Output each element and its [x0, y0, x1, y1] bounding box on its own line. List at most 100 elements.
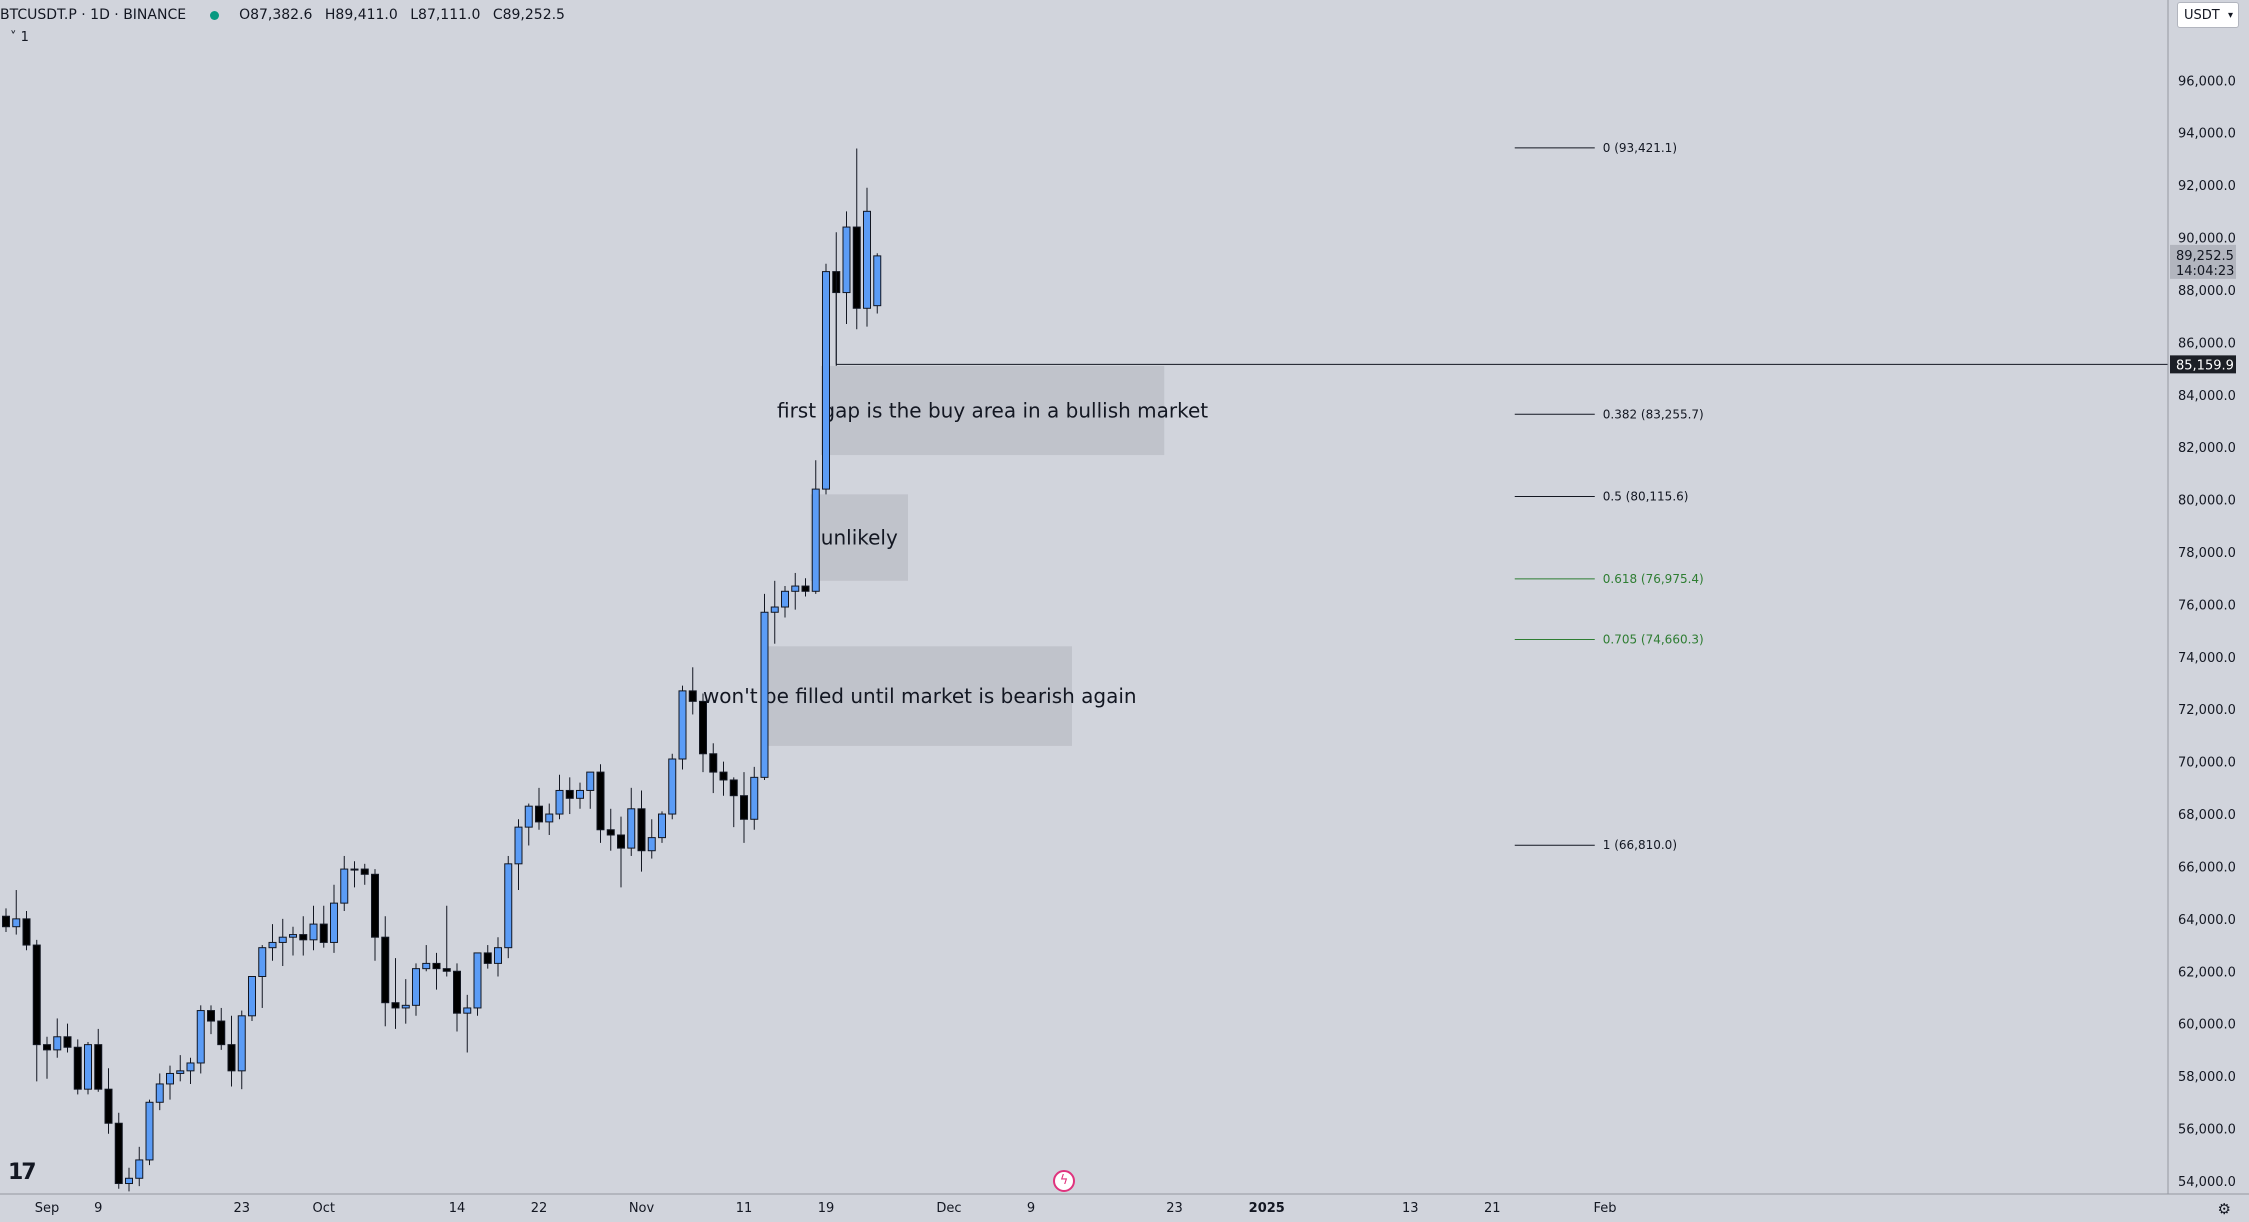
- close-value: C89,252.5: [492, 7, 565, 23]
- candle-body: [360, 868, 369, 875]
- x-tick-label: 21: [1484, 1201, 1501, 1216]
- candle-body: [217, 1020, 226, 1046]
- low-value: L87,111.0: [410, 7, 481, 23]
- candle-body: [309, 923, 318, 941]
- candle-body: [473, 952, 482, 1009]
- indicators-toggle[interactable]: ˅ 1: [10, 30, 29, 45]
- candle-body: [227, 1044, 236, 1072]
- lightning-icon[interactable]: ϟ: [1053, 1170, 1075, 1192]
- candle-body: [176, 1070, 185, 1074]
- x-tick-label: 14: [449, 1201, 466, 1216]
- candle-body: [2, 915, 10, 928]
- candle-body: [719, 771, 728, 781]
- candle-body: [494, 947, 502, 964]
- fib-label: 0.382 (83,255.7): [1603, 407, 1704, 421]
- candle-body: [822, 271, 830, 490]
- candle-body: [289, 934, 297, 938]
- y-tick-label: 66,000.0: [2178, 860, 2236, 875]
- chevron-down-icon: ▾: [2227, 10, 2233, 21]
- y-tick-label: 68,000.0: [2178, 808, 2236, 823]
- candle-body: [729, 779, 738, 797]
- fib-label: 0.618 (76,975.4): [1603, 572, 1704, 586]
- fib-label: 1 (66,810.0): [1603, 838, 1677, 852]
- candle-body: [627, 808, 636, 849]
- candle-body: [709, 753, 718, 773]
- candle-body: [32, 944, 41, 1046]
- candle-body: [678, 690, 687, 760]
- candle-body: [340, 868, 349, 904]
- candle-body: [186, 1062, 195, 1072]
- level-price-badge: [2170, 355, 2236, 374]
- x-tick-label: Sep: [35, 1201, 60, 1216]
- candle-body: [63, 1036, 72, 1048]
- candle-body: [330, 902, 338, 943]
- x-tick-label: 13: [1402, 1201, 1419, 1216]
- candle-body: [145, 1101, 154, 1161]
- annotation-text: first gap is the buy area in a bullish m…: [777, 398, 1208, 422]
- y-tick-label: 56,000.0: [2178, 1122, 2236, 1137]
- y-tick-label: 78,000.0: [2178, 546, 2236, 561]
- candle-body: [84, 1044, 92, 1090]
- candle-body: [125, 1177, 133, 1185]
- fib-label: 0 (93,421.1): [1603, 141, 1677, 155]
- y-tick-label: 92,000.0: [2178, 179, 2236, 194]
- x-tick-label: 11: [736, 1201, 753, 1216]
- candle-body: [412, 968, 420, 1006]
- candle-body: [53, 1036, 62, 1051]
- candle-body: [637, 808, 646, 852]
- tradingview-logo-icon[interactable]: 17: [8, 1160, 37, 1185]
- x-tick-label: 19: [818, 1201, 835, 1216]
- x-tick-label: 22: [531, 1201, 548, 1216]
- annotation-box[interactable]: [810, 494, 908, 581]
- y-tick-label: 70,000.0: [2178, 756, 2236, 771]
- candle-body: [12, 918, 21, 928]
- open-value: O87,382.6: [239, 7, 313, 23]
- candle-body: [432, 962, 441, 970]
- candle-body: [873, 255, 882, 307]
- annotation-box[interactable]: [767, 646, 1072, 746]
- y-tick-label: 94,000.0: [2178, 127, 2236, 142]
- symbol-title[interactable]: BTCUSDT.P · 1D · BINANCE: [0, 7, 187, 23]
- x-tick-label: 9: [94, 1201, 102, 1216]
- y-tick-label: 80,000.0: [2178, 494, 2236, 509]
- candle-body: [391, 1002, 400, 1009]
- last-price-label: 89,252.5: [2176, 249, 2234, 264]
- candle-body: [555, 789, 564, 815]
- candle-body: [606, 829, 615, 836]
- candle-body: [699, 700, 707, 755]
- y-tick-label: 72,000.0: [2178, 703, 2236, 718]
- candle-body: [22, 918, 31, 946]
- candle-body: [104, 1088, 113, 1124]
- x-tick-label: 2025: [1249, 1201, 1285, 1216]
- y-tick-label: 58,000.0: [2178, 1070, 2236, 1085]
- x-tick-label: 23: [1166, 1201, 1183, 1216]
- candle-body: [422, 962, 431, 970]
- candle-body: [781, 590, 789, 608]
- candle-body: [688, 690, 697, 702]
- y-tick-label: 60,000.0: [2178, 1018, 2236, 1033]
- y-tick-label: 84,000.0: [2178, 389, 2236, 404]
- high-value: H89,411.0: [324, 7, 398, 23]
- gear-icon[interactable]: ⚙: [2217, 1200, 2231, 1218]
- candle-body: [207, 1010, 215, 1022]
- candle-body: [617, 834, 625, 849]
- candle-body: [73, 1046, 82, 1090]
- candle-body: [514, 826, 523, 865]
- x-tick-label: Oct: [313, 1201, 335, 1216]
- annotation-box[interactable]: [820, 365, 1165, 456]
- x-tick-label: 23: [233, 1201, 250, 1216]
- candle-body: [596, 771, 605, 831]
- currency-selector[interactable]: USDT ▾: [2177, 2, 2239, 28]
- candle-body: [43, 1044, 51, 1051]
- candle-body: [166, 1072, 174, 1085]
- candle-body: [453, 970, 461, 1014]
- candle-body: [135, 1159, 144, 1179]
- candle-body: [155, 1083, 164, 1103]
- candle-body: [319, 923, 328, 943]
- fib-label: 0.5 (80,115.6): [1603, 490, 1689, 504]
- currency-label: USDT: [2184, 8, 2220, 23]
- fib-label: 0.705 (74,660.3): [1603, 633, 1704, 647]
- y-tick-label: 74,000.0: [2178, 651, 2236, 666]
